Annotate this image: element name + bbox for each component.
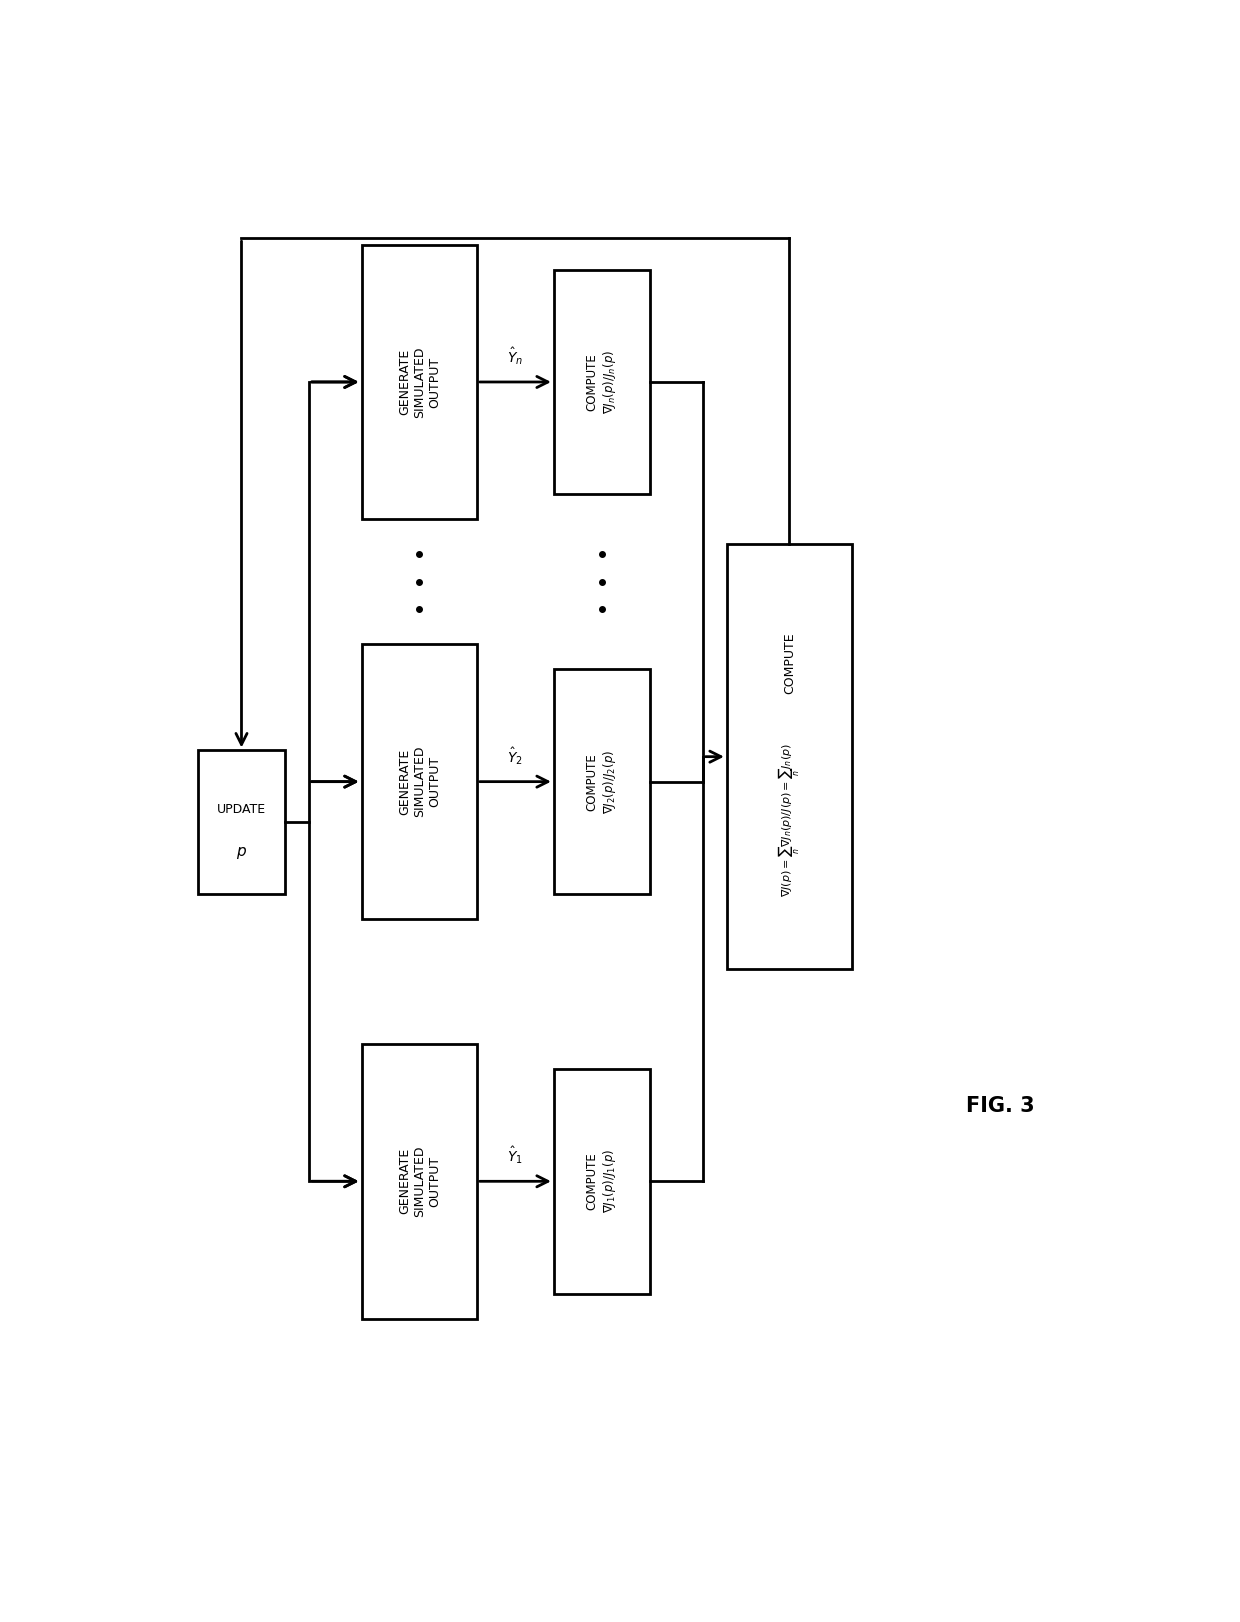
Text: $\hat{Y}_2$: $\hat{Y}_2$ [507, 744, 523, 767]
Text: FIG. 3: FIG. 3 [966, 1096, 1035, 1116]
Bar [198, 751, 285, 894]
Bar [362, 1045, 477, 1319]
Text: COMPUTE: COMPUTE [782, 633, 796, 694]
Bar [362, 644, 477, 920]
Text: GENERATE
SIMULATED
OUTPUT: GENERATE SIMULATED OUTPUT [398, 746, 440, 817]
Bar [727, 545, 852, 968]
Text: COMPUTE
$\nabla J_n(p)/J_n(p)$: COMPUTE $\nabla J_n(p)/J_n(p)$ [585, 350, 618, 414]
Text: $\hat{Y}_n$: $\hat{Y}_n$ [507, 345, 523, 367]
Text: $\hat{Y}_1$: $\hat{Y}_1$ [507, 1145, 523, 1166]
Bar [362, 245, 477, 519]
Text: COMPUTE
$\nabla J_2(p)/J_2(p)$: COMPUTE $\nabla J_2(p)/J_2(p)$ [585, 749, 618, 814]
Bar [554, 1069, 650, 1294]
Bar [554, 670, 650, 894]
Text: COMPUTE
$\nabla J_1(p)/J_1(p)$: COMPUTE $\nabla J_1(p)/J_1(p)$ [585, 1150, 618, 1213]
Text: GENERATE
SIMULATED
OUTPUT: GENERATE SIMULATED OUTPUT [398, 1145, 440, 1216]
Text: $\nabla J(p)=\sum_n \nabla J_n(p)/J(p)=\sum_n J_n(p)$: $\nabla J(p)=\sum_n \nabla J_n(p)/J(p)=\… [776, 743, 802, 897]
Text: GENERATE
SIMULATED
OUTPUT: GENERATE SIMULATED OUTPUT [398, 345, 440, 418]
Text: UPDATE: UPDATE [217, 803, 267, 816]
Bar [554, 269, 650, 495]
Text: $p$: $p$ [236, 845, 247, 861]
